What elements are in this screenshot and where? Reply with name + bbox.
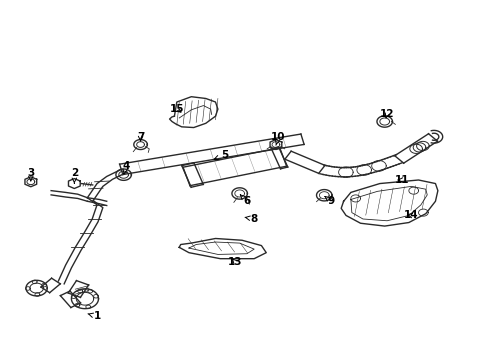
Text: 2: 2 <box>71 168 78 184</box>
Text: 14: 14 <box>403 211 418 220</box>
Text: 9: 9 <box>325 196 334 206</box>
Text: 10: 10 <box>270 132 285 145</box>
Text: 11: 11 <box>393 175 408 185</box>
Text: 7: 7 <box>137 132 144 143</box>
Text: 3: 3 <box>27 168 34 181</box>
Text: 13: 13 <box>227 257 242 266</box>
Text: 8: 8 <box>244 214 257 224</box>
Text: 1: 1 <box>88 311 101 321</box>
Text: 4: 4 <box>122 161 129 174</box>
Text: 5: 5 <box>214 150 228 160</box>
Text: 6: 6 <box>240 195 250 206</box>
Text: 15: 15 <box>169 104 183 114</box>
Text: 12: 12 <box>379 109 393 120</box>
